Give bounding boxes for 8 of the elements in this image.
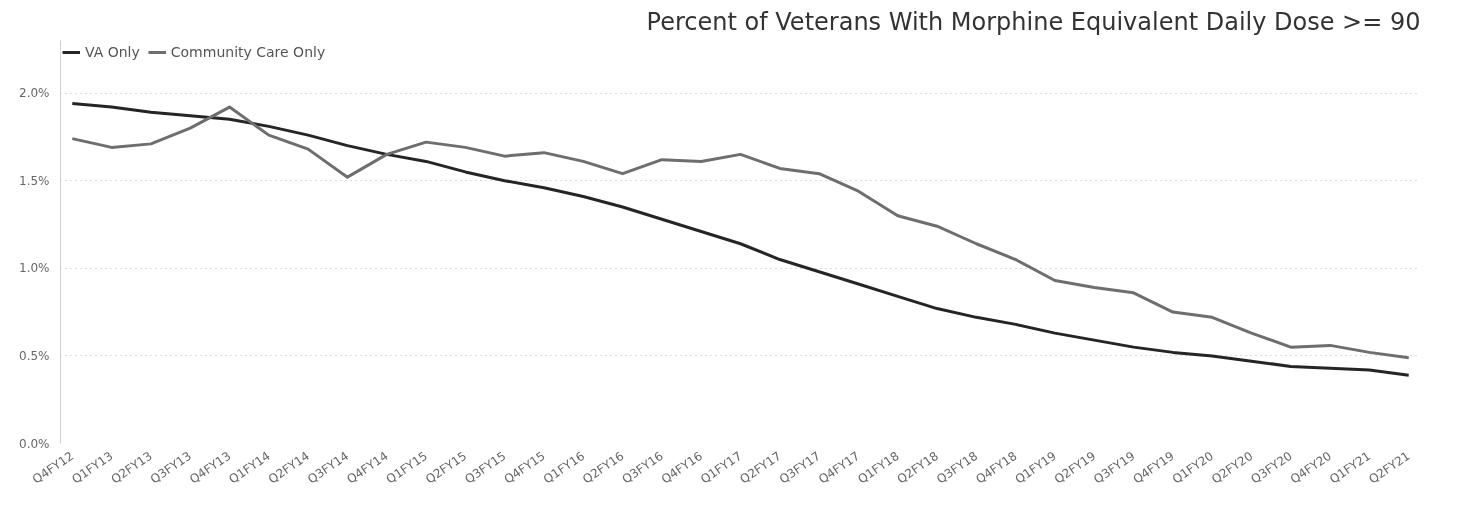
y-tick-label: 1.0%: [19, 261, 50, 276]
legend-label: VA Only: [85, 44, 140, 60]
y-tick-label: 0.5%: [19, 348, 50, 363]
y-tick-label: 0.0%: [19, 436, 50, 451]
chart-title: Percent of Veterans With Morphine Equivalent Daily Dose >= 90: [646, 7, 1421, 36]
y-tick-label: 2.0%: [19, 86, 50, 101]
legend-label: Community Care Only: [170, 44, 326, 60]
y-tick-label: 1.5%: [19, 173, 50, 188]
